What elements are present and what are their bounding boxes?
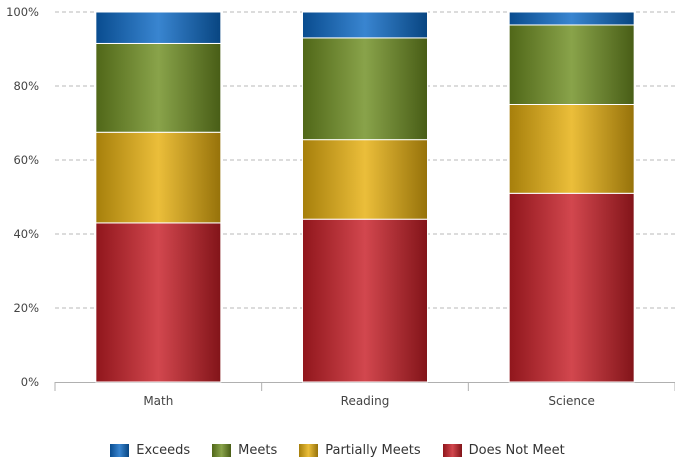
bar-segment xyxy=(95,131,222,224)
y-tick-label: 60% xyxy=(13,153,39,167)
y-tick-label: 40% xyxy=(13,227,39,241)
bar-segment xyxy=(508,24,635,106)
legend-label: Does Not Meet xyxy=(468,442,565,458)
bars xyxy=(95,11,635,383)
legend-swatch xyxy=(299,443,319,457)
x-category-label: Math xyxy=(143,394,173,408)
bar-segment xyxy=(508,104,635,194)
y-tick-label: 0% xyxy=(21,375,39,389)
legend-item[interactable]: Exceeds xyxy=(110,443,190,458)
axis-labels: 0% 20% 40% 60% 80% 100% Math Reading Science xyxy=(6,5,595,408)
bar-segment xyxy=(302,139,428,220)
y-tick-label: 100% xyxy=(6,5,39,19)
legend-item[interactable]: Does Not Meet xyxy=(442,442,565,458)
x-category-label: Reading xyxy=(341,394,390,408)
bar-segment xyxy=(302,218,428,383)
axes xyxy=(54,382,675,391)
legend-item[interactable]: Partially Meets xyxy=(299,442,421,458)
legend-label: Meets xyxy=(238,442,278,458)
bar-segment xyxy=(95,42,222,133)
bar-segment xyxy=(302,11,428,39)
bar-segment xyxy=(95,11,222,44)
legend-item[interactable]: Meets xyxy=(212,443,277,458)
y-tick-label: 80% xyxy=(13,79,39,93)
bar-segment xyxy=(508,192,635,383)
legend: Exceeds Meets Partially Meets Does Not Meet xyxy=(0,440,675,460)
legend-swatch xyxy=(212,443,232,457)
bar-segment xyxy=(508,11,635,26)
y-tick-label: 20% xyxy=(13,301,39,315)
bar-segment xyxy=(302,37,428,141)
legend-label: Partially Meets xyxy=(325,442,421,458)
legend-swatch xyxy=(110,443,130,457)
bar-segment xyxy=(95,222,222,383)
x-category-label: Science xyxy=(548,394,595,408)
legend-swatch xyxy=(442,443,462,457)
legend-label: Exceeds xyxy=(136,442,191,458)
